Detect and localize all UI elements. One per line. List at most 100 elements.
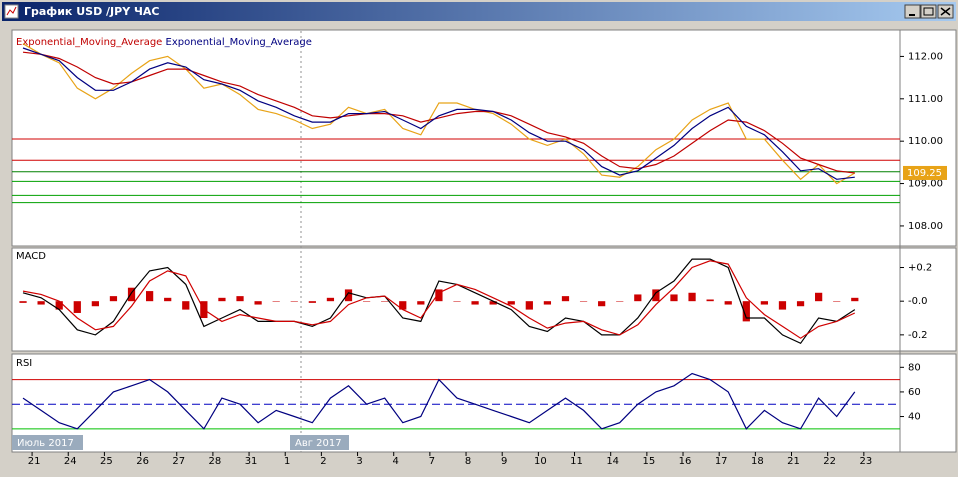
series-line [22, 260, 856, 339]
y-tick-label: 60 [908, 387, 921, 398]
histogram-bar [19, 301, 27, 303]
window-title: График USD /JPY ЧАС [24, 5, 159, 18]
period-label-box [290, 435, 349, 450]
x-tick-label: 28 [209, 456, 222, 467]
histogram-bar [706, 299, 714, 302]
legend: Exponential_Moving_Average Exponential_M… [16, 37, 312, 48]
histogram-bar [507, 301, 515, 305]
x-tick-label: 17 [715, 456, 728, 467]
histogram-bar [254, 301, 262, 305]
histogram-bar [724, 301, 732, 305]
histogram-bar [381, 301, 389, 302]
x-tick-label: 24 [64, 456, 77, 467]
histogram-bar [73, 301, 81, 313]
histogram-bar [272, 301, 280, 302]
x-tick-label: 10 [534, 456, 547, 467]
series-line [22, 47, 855, 180]
window-icon-glyph [6, 6, 17, 16]
histogram-bar [55, 301, 63, 310]
macd-panel [11, 247, 957, 352]
histogram-bar [417, 301, 425, 305]
period-label: Авг 2017 [295, 438, 342, 449]
histogram-bar [236, 296, 244, 302]
x-tick-label: 14 [606, 456, 619, 467]
histogram-bar [290, 301, 298, 302]
histogram-bar [362, 301, 371, 302]
histogram-bar [127, 287, 136, 302]
period-label: Июль 2017 [17, 438, 74, 449]
histogram-bar [652, 289, 660, 302]
x-tick-label: 25 [100, 456, 113, 467]
close-glyph [940, 7, 951, 16]
x-tick-label: 16 [679, 456, 692, 467]
y-tick-label: 110.00 [908, 136, 943, 147]
x-tick-label: 21 [28, 456, 41, 467]
x-tick-label: 7 [429, 456, 435, 467]
x-tick-label: 1 [284, 456, 290, 467]
window-buttons[interactable] [904, 4, 954, 19]
x-tick-label: 4 [393, 456, 399, 467]
x-tick-label: 22 [823, 456, 836, 467]
histogram-bar [796, 301, 805, 307]
histogram-bar [543, 301, 552, 305]
minimize-button[interactable] [904, 4, 921, 19]
histogram-bar [344, 289, 353, 302]
x-tick-label: 9 [501, 456, 507, 467]
histogram-bar [164, 297, 172, 302]
histogram-bar [525, 301, 533, 310]
y-tick-label: -0.2 [908, 330, 928, 341]
y-tick-label: 112.00 [908, 51, 943, 62]
last-price-box [903, 165, 947, 180]
histogram-bar [778, 301, 787, 310]
histogram-bar [851, 297, 859, 302]
y-tick-label: +0.2 [908, 263, 932, 274]
y-tick-label: 80 [908, 362, 921, 373]
series-line [22, 51, 855, 174]
histogram-bar [815, 292, 823, 302]
y-tick-label: -0.0 [908, 296, 928, 307]
histogram-bar [598, 301, 606, 307]
histogram-bar [91, 301, 99, 307]
x-tick-label: 31 [245, 456, 258, 467]
histogram-bar [616, 301, 624, 302]
x-tick-label: 21 [787, 456, 800, 467]
histogram-bar [579, 301, 588, 302]
histogram-bar [471, 301, 479, 305]
series-line [22, 372, 856, 430]
x-tick-label: 3 [356, 456, 362, 467]
histogram-bar [742, 301, 750, 322]
histogram-bar [453, 301, 461, 302]
rsi-panel [11, 353, 957, 453]
histogram-bar [37, 301, 45, 305]
maximize-glyph [923, 7, 934, 16]
maximize-button[interactable] [920, 4, 937, 19]
x-tick-label: 8 [465, 456, 471, 467]
histogram-bar [489, 301, 497, 305]
x-tick-label: 15 [642, 456, 655, 467]
histogram-bar [435, 289, 443, 302]
y-tick-label: 108.00 [908, 221, 943, 232]
histogram-bar [399, 301, 407, 310]
legend-entry: Exponential_Moving_Average [16, 37, 162, 48]
x-tick-label: 18 [751, 456, 764, 467]
histogram-bar [833, 301, 841, 302]
x-tick-label: 26 [136, 456, 149, 467]
legend-entry: Exponential_Moving_Average [166, 37, 312, 48]
x-tick-label: 11 [570, 456, 583, 467]
histogram-bar [670, 294, 678, 302]
x-tick-label: 27 [172, 456, 185, 467]
histogram-bar [308, 301, 316, 303]
histogram-bar [218, 297, 226, 302]
period-label-box [12, 435, 83, 450]
histogram-bar [634, 294, 642, 302]
x-tick-label: 2 [320, 456, 326, 467]
histogram-bar [182, 301, 190, 310]
price-panel [11, 29, 957, 247]
histogram-bar [109, 296, 118, 302]
histogram-bar [760, 301, 769, 305]
panel-title: RSI [16, 358, 32, 369]
title-bar [2, 2, 956, 21]
panel-title: MACD [16, 251, 46, 262]
